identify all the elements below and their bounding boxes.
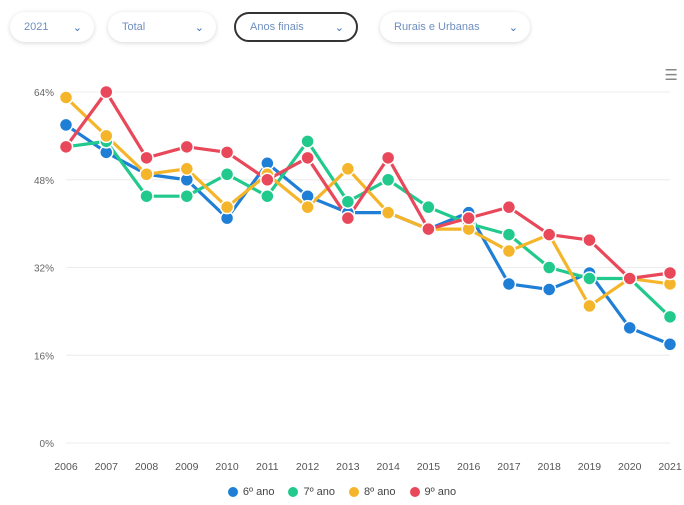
legend-item[interactable]: 7º ano: [288, 486, 335, 498]
x-tick-label: 2018: [538, 461, 562, 473]
x-tick-label: 2012: [296, 461, 320, 473]
data-point: [622, 271, 637, 286]
x-tick-label: 2015: [417, 461, 441, 473]
legend-label: 8º ano: [364, 486, 396, 498]
x-tick-label: 2007: [95, 461, 119, 473]
data-point: [99, 84, 114, 100]
data-point: [260, 188, 275, 204]
x-tick-label: 2011: [256, 461, 279, 473]
data-point: [501, 276, 517, 292]
filter-bar: 2021 ⌄ Total ⌄ Anos finais ⌄ Rurais e Ur…: [0, 8, 684, 48]
data-point: [139, 150, 154, 166]
data-point: [58, 90, 74, 105]
x-tick-label: 2009: [175, 461, 199, 473]
line-chart: 0% 16% 32% 48% 64% 2006 2007 2008 2009 2010 2011 20…: [34, 84, 682, 473]
data-point: [662, 337, 678, 352]
data-point: [300, 134, 315, 149]
x-tick-label: 2017: [497, 461, 521, 473]
data-point: [139, 188, 154, 204]
series-line: [64, 123, 672, 346]
data-point: [461, 210, 476, 226]
data-point: [260, 172, 275, 187]
data-point: [179, 161, 195, 177]
y-tick-label: 0%: [40, 439, 55, 450]
x-tick-label: 2013: [336, 461, 360, 473]
data-point: [501, 227, 517, 242]
data-point: [58, 117, 74, 133]
data-point: [501, 243, 517, 259]
data-point: [99, 128, 114, 144]
x-tick-label: 2016: [457, 461, 481, 473]
data-point: [421, 221, 436, 237]
y-tick-label: 48%: [34, 176, 54, 187]
legend-marker: [409, 487, 420, 497]
chart-legend: 6º ano 7º ano 8º ano 9º ano: [0, 486, 684, 498]
group-select-value: Total: [122, 21, 146, 33]
data-point: [582, 298, 597, 314]
data-point: [139, 167, 154, 182]
data-point: [219, 145, 235, 160]
data-point: [421, 199, 436, 215]
data-point: [501, 199, 517, 215]
legend-label: 7º ano: [303, 486, 335, 498]
data-point: [541, 260, 557, 275]
grade-range-select-value: Anos finais: [250, 21, 304, 33]
data-point: [219, 199, 235, 215]
location-select[interactable]: Rurais e Urbanas ⌄: [380, 12, 530, 42]
chevron-down-icon: ⌄: [334, 21, 344, 34]
legend-label: 9º ano: [424, 486, 457, 498]
series-line: [64, 90, 672, 281]
x-tick-label: 2008: [135, 461, 159, 473]
legend-label: 6º ano: [242, 486, 275, 498]
year-select[interactable]: 2021 ⌄: [10, 12, 94, 42]
x-tick-label: 2010: [215, 461, 239, 473]
data-point: [300, 150, 315, 166]
data-point: [340, 194, 356, 209]
y-tick-label: 16%: [34, 351, 54, 362]
legend-item[interactable]: 8º ano: [349, 486, 396, 498]
data-point: [622, 320, 637, 336]
data-point: [340, 161, 356, 177]
x-tick-label: 2019: [578, 461, 602, 473]
data-point: [179, 139, 195, 155]
chevron-down-icon: ⌄: [72, 21, 82, 34]
data-point: [380, 150, 396, 166]
data-point: [58, 139, 74, 155]
data-point: [662, 265, 678, 281]
data-point: [582, 271, 597, 286]
data-point: [179, 188, 195, 204]
chevron-down-icon: ⌄: [508, 21, 518, 34]
grade-range-select[interactable]: Anos finais ⌄: [234, 12, 358, 42]
y-tick-label: 32%: [34, 264, 54, 275]
data-point: [380, 172, 396, 187]
y-tick-label: 64%: [34, 88, 54, 99]
legend-marker: [227, 487, 238, 497]
legend-marker: [288, 487, 299, 497]
x-tick-label: 2006: [54, 461, 78, 473]
data-point: [380, 205, 396, 220]
legend-item[interactable]: 9º ano: [409, 486, 457, 498]
hamburger-menu-icon[interactable]: ☰: [664, 67, 678, 84]
legend-marker: [349, 487, 359, 497]
legend-item[interactable]: 6º ano: [227, 486, 275, 498]
data-point: [340, 210, 356, 226]
chevron-down-icon: ⌄: [194, 21, 204, 34]
year-select-value: 2021: [24, 21, 49, 33]
data-point: [541, 282, 557, 297]
x-tick-label: 2020: [618, 461, 642, 473]
data-point: [582, 232, 597, 248]
group-select[interactable]: Total ⌄: [108, 12, 216, 42]
location-select-value: Rurais e Urbanas: [394, 21, 480, 33]
data-point: [219, 167, 235, 182]
x-tick-label: 2014: [376, 461, 400, 473]
data-point: [541, 227, 557, 242]
data-point: [662, 309, 678, 325]
x-tick-label: 2021: [658, 461, 682, 473]
data-point: [300, 199, 315, 215]
